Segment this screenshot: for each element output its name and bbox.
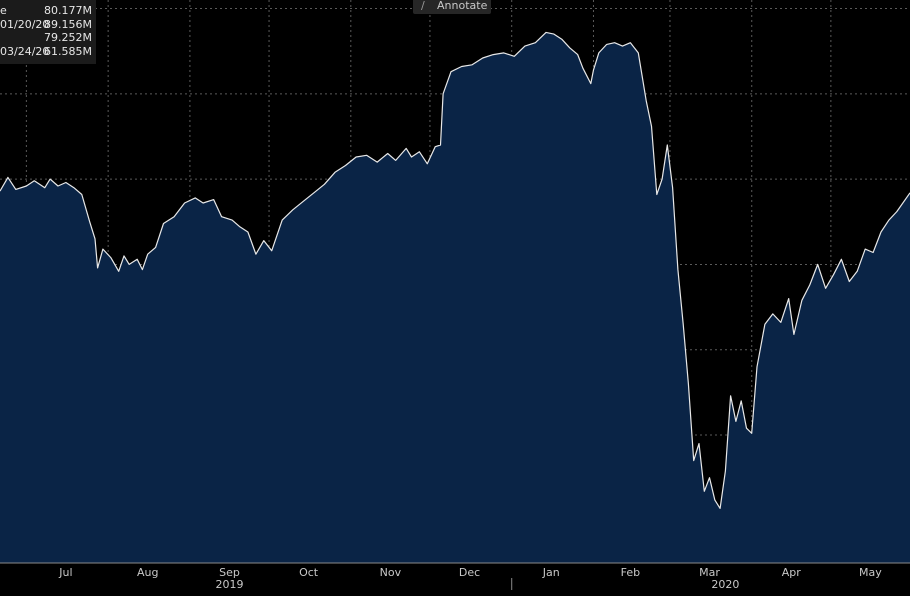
legend-label: e	[0, 4, 7, 17]
x-tick-label: Jul	[58, 566, 72, 579]
x-tick-label: Sep	[219, 566, 240, 579]
legend-value: 79.252M	[44, 31, 92, 44]
annotate-label: Annotate	[437, 0, 488, 12]
legend-row-average: 79.252M	[0, 31, 96, 45]
legend-value: 61.585M	[44, 44, 92, 58]
x-year-label: 2019	[215, 578, 243, 591]
legend-row-low: 03/24/20 61.585M	[0, 45, 96, 59]
legend-row-high: 01/20/20 89.156M	[0, 18, 96, 32]
legend-value: 80.177M	[44, 4, 92, 17]
legend-row-last: e 80.177M	[0, 4, 96, 18]
x-tick-label: Apr	[782, 566, 802, 579]
annotate-button[interactable]: ∕ Annotate	[413, 0, 491, 14]
legend-label: 01/20/20	[0, 17, 50, 31]
series-layer	[0, 31, 910, 563]
series-line	[0, 31, 910, 509]
x-axis: Jul Aug Sep Oct Nov Dec Jan Feb Mar Apr May 2019 202…	[58, 566, 882, 591]
x-tick-label: Oct	[299, 566, 319, 579]
legend-label: 03/24/20	[0, 44, 50, 58]
x-tick-label: Mar	[699, 566, 720, 579]
legend: e 80.177M 01/20/20 89.156M 79.252M 03/24…	[0, 0, 96, 64]
x-tick-label: May	[859, 566, 882, 579]
pencil-icon: ∕	[421, 0, 425, 12]
x-tick-label: Dec	[459, 566, 480, 579]
x-tick-label: Feb	[621, 566, 640, 579]
x-tick-label: Aug	[137, 566, 158, 579]
x-tick-label: Nov	[380, 566, 402, 579]
series-area	[0, 32, 910, 563]
x-year-label: 2020	[711, 578, 739, 591]
legend-value: 89.156M	[44, 17, 92, 31]
x-tick-label: Jan	[542, 566, 560, 579]
